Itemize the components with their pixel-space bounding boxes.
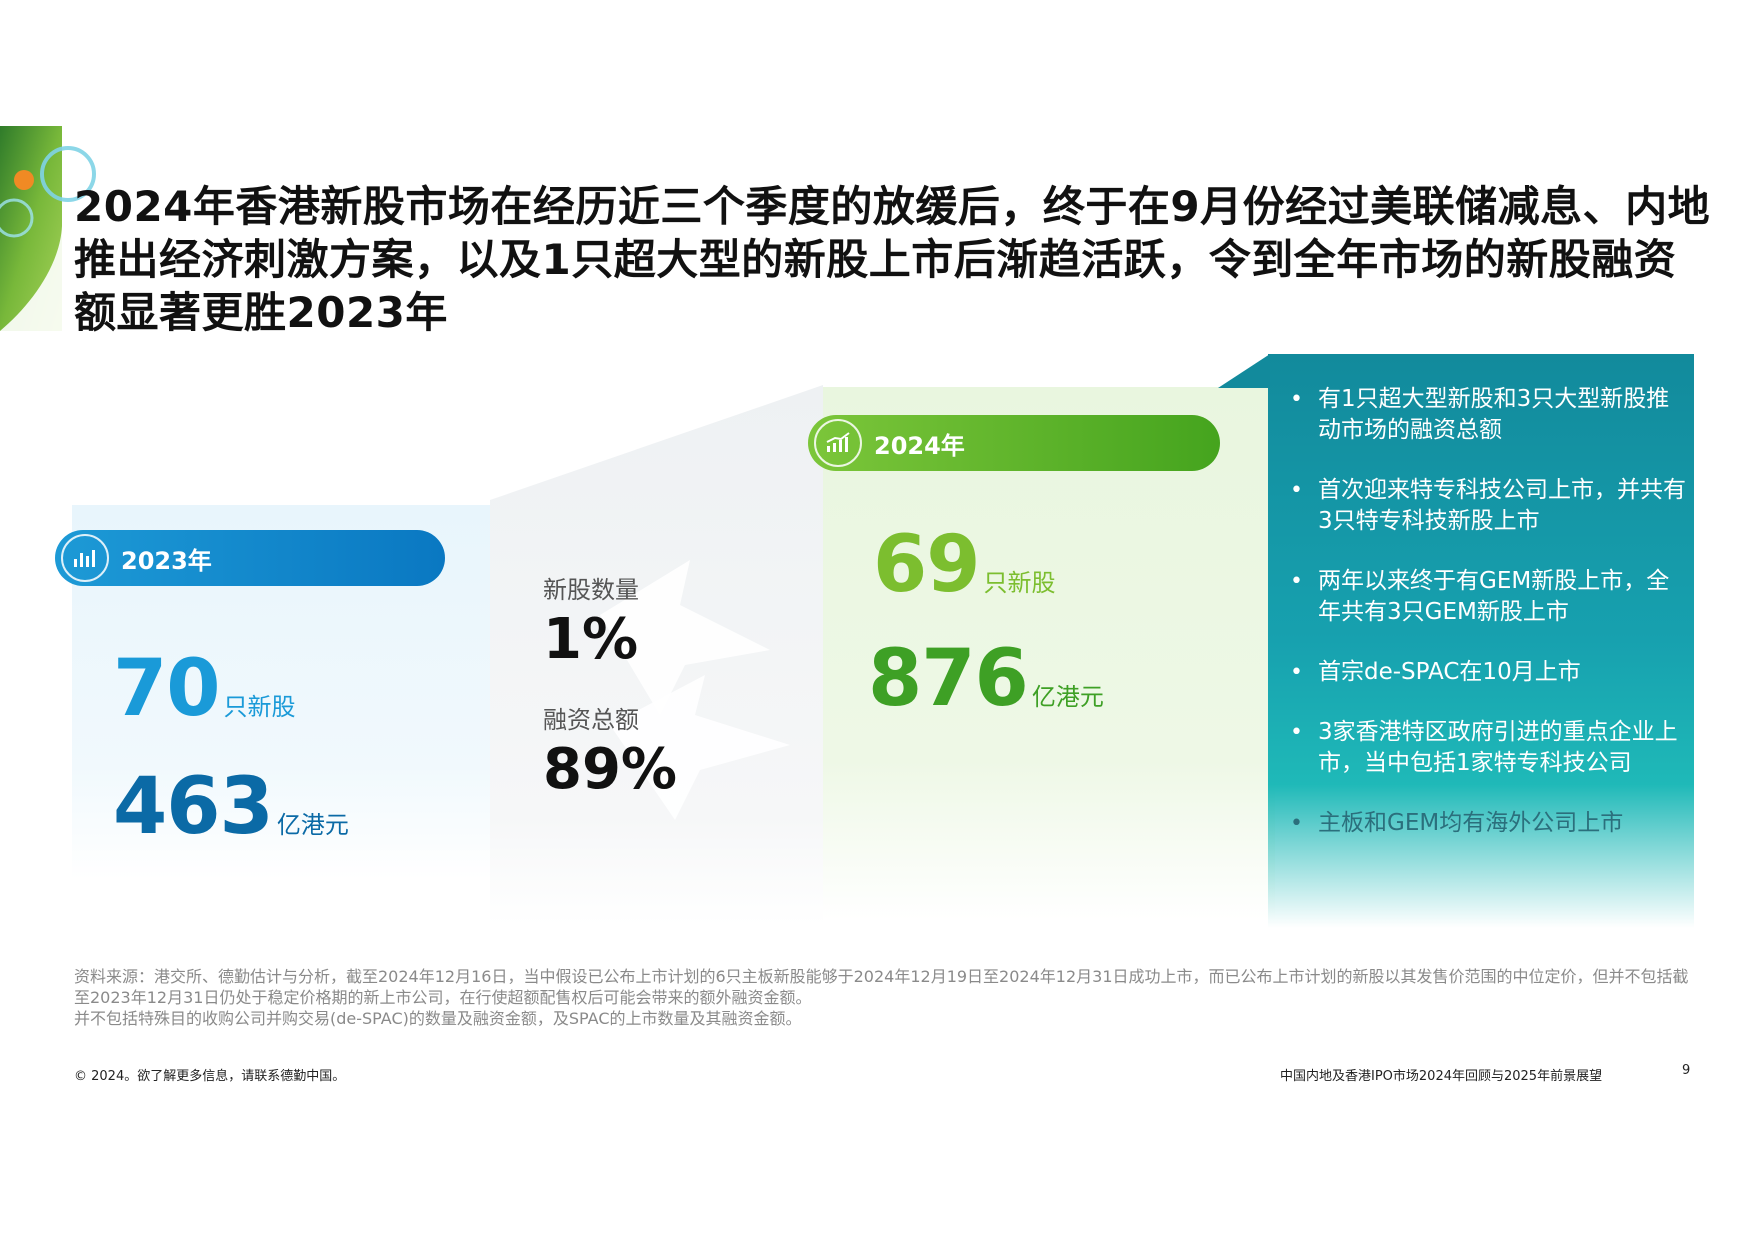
highlight-item: 有1只超大型新股和3只大型新股推动市场的融资总额 [1290,384,1690,446]
ipo-count-2024: 69 只新股 [873,520,1056,610]
amount-2023-unit: 亿港元 [276,811,349,839]
footnote-exclusion: 并不包括特殊目的收购公司并购交易(de-SPAC)的数量及融资金额，及SPAC的… [74,1009,802,1028]
ipo-count-2023-unit: 只新股 [223,693,296,721]
ipo-count-2023: 70 只新股 [113,644,296,734]
highlight-item: 首次迎来特专科技公司上市，并共有3只特专科技新股上市 [1290,475,1690,537]
highlight-item: 主板和GEM均有海外公司上市 [1290,808,1690,839]
year-2024-label: 2024年 [874,431,965,460]
ipo-count-2024-unit: 只新股 [983,569,1056,597]
highlight-item: 首宗de-SPAC在10月上市 [1290,657,1690,688]
page-number: 9 [1682,1063,1691,1078]
panel-2024 [823,387,1275,920]
year-2024-header: 2024年 [808,415,1220,471]
count-change-label: 新股数量 [543,576,639,604]
growth-chart-icon [814,419,862,467]
bar-chart-icon [61,534,109,582]
amount-change-value: 89% [543,737,678,802]
amount-change-label: 融资总额 [543,706,639,734]
footnote: 资料来源：港交所、德勤估计与分析，截至2024年12月16日，当中假设已公布上市… [74,966,1694,1029]
copyright-notice: © 2024。欲了解更多信息，请联系德勤中国。 [74,1069,346,1084]
panel-corner-triangle [1218,354,1270,388]
page-title: 2024年香港新股市场在经历近三个季度的放缓后，终于在9月份经过美联储减息、内地… [74,182,1711,337]
amount-2023: 463 亿港元 [113,762,349,852]
highlights-list: 有1只超大型新股和3只大型新股推动市场的融资总额 首次迎来特专科技公司上市，并共… [1290,384,1690,868]
highlight-item: 3家香港特区政府引进的重点企业上市，当中包括1家特专科技公司 [1290,717,1690,779]
count-change-value: 1% [543,607,639,672]
year-2023-header: 2023年 [55,530,445,586]
footnote-source: 资料来源：港交所、德勤估计与分析，截至2024年12月16日，当中假设已公布上市… [74,967,1689,1007]
highlight-item: 两年以来终于有GEM新股上市，全年共有3只GEM新股上市 [1290,566,1690,628]
year-2023-label: 2023年 [121,546,212,575]
decorative-leaf-art [0,126,96,331]
amount-2024-unit: 亿港元 [1031,683,1104,711]
report-title: 中国内地及香港IPO市场2024年回顾与2025年前景展望 [1280,1069,1603,1084]
amount-2024: 876 亿港元 [868,634,1104,724]
growth-arrow-graphic [490,385,823,925]
